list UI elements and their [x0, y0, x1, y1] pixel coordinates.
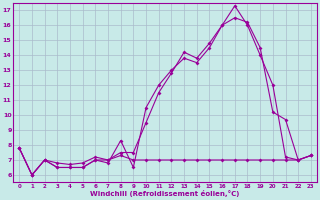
X-axis label: Windchill (Refroidissement éolien,°C): Windchill (Refroidissement éolien,°C): [90, 190, 240, 197]
